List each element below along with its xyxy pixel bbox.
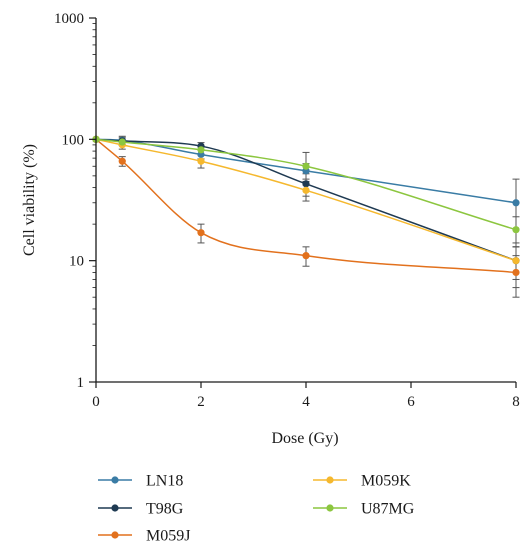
legend-marker-m059j bbox=[111, 531, 119, 539]
y-tick-label: 1000 bbox=[54, 11, 84, 27]
data-point-ln18 bbox=[512, 199, 520, 207]
x-axis-label: Dose (Gy) bbox=[271, 430, 338, 447]
legend: LN18 T98G M059J M059K U87MG bbox=[98, 473, 415, 545]
axes-layer: 1 10 100 1000 0 2 4 6 8 bbox=[54, 11, 520, 410]
x-tick-label: 0 bbox=[92, 394, 100, 410]
legend-marker-m059k bbox=[326, 476, 334, 484]
data-point-m059j bbox=[118, 157, 126, 165]
x-tick-label: 6 bbox=[407, 394, 415, 410]
data-point-m059j bbox=[197, 229, 205, 237]
legend-label-u87mg: U87MG bbox=[361, 501, 415, 518]
data-points-layer bbox=[92, 135, 520, 277]
x-tick-label: 8 bbox=[512, 394, 520, 410]
y-tick-label: 10 bbox=[69, 254, 84, 270]
data-point-u87mg bbox=[302, 162, 310, 170]
y-tick-label: 100 bbox=[62, 132, 85, 148]
data-point-u87mg bbox=[118, 138, 126, 146]
y-axis-label: Cell viability (%) bbox=[21, 144, 38, 256]
data-point-m059j bbox=[302, 252, 310, 260]
legend-marker-t98g bbox=[111, 504, 119, 512]
legend-label-t98g: T98G bbox=[146, 501, 184, 518]
data-point-m059k bbox=[512, 257, 520, 265]
data-point-m059j bbox=[512, 268, 520, 277]
x-tick-label: 2 bbox=[197, 394, 205, 410]
data-point-t98g bbox=[302, 180, 310, 188]
legend-marker-u87mg bbox=[326, 504, 334, 512]
x-tick-label: 4 bbox=[302, 394, 310, 410]
data-point-u87mg bbox=[197, 146, 205, 154]
legend-marker-ln18 bbox=[111, 476, 119, 484]
data-point-u87mg bbox=[512, 226, 520, 234]
legend-label-ln18: LN18 bbox=[146, 473, 183, 490]
legend-label-m059j: M059J bbox=[146, 528, 190, 545]
y-tick-label: 1 bbox=[77, 375, 85, 391]
data-point-m059k bbox=[197, 157, 205, 165]
legend-label-m059k: M059K bbox=[361, 473, 411, 490]
data-point-m059k bbox=[302, 186, 310, 194]
